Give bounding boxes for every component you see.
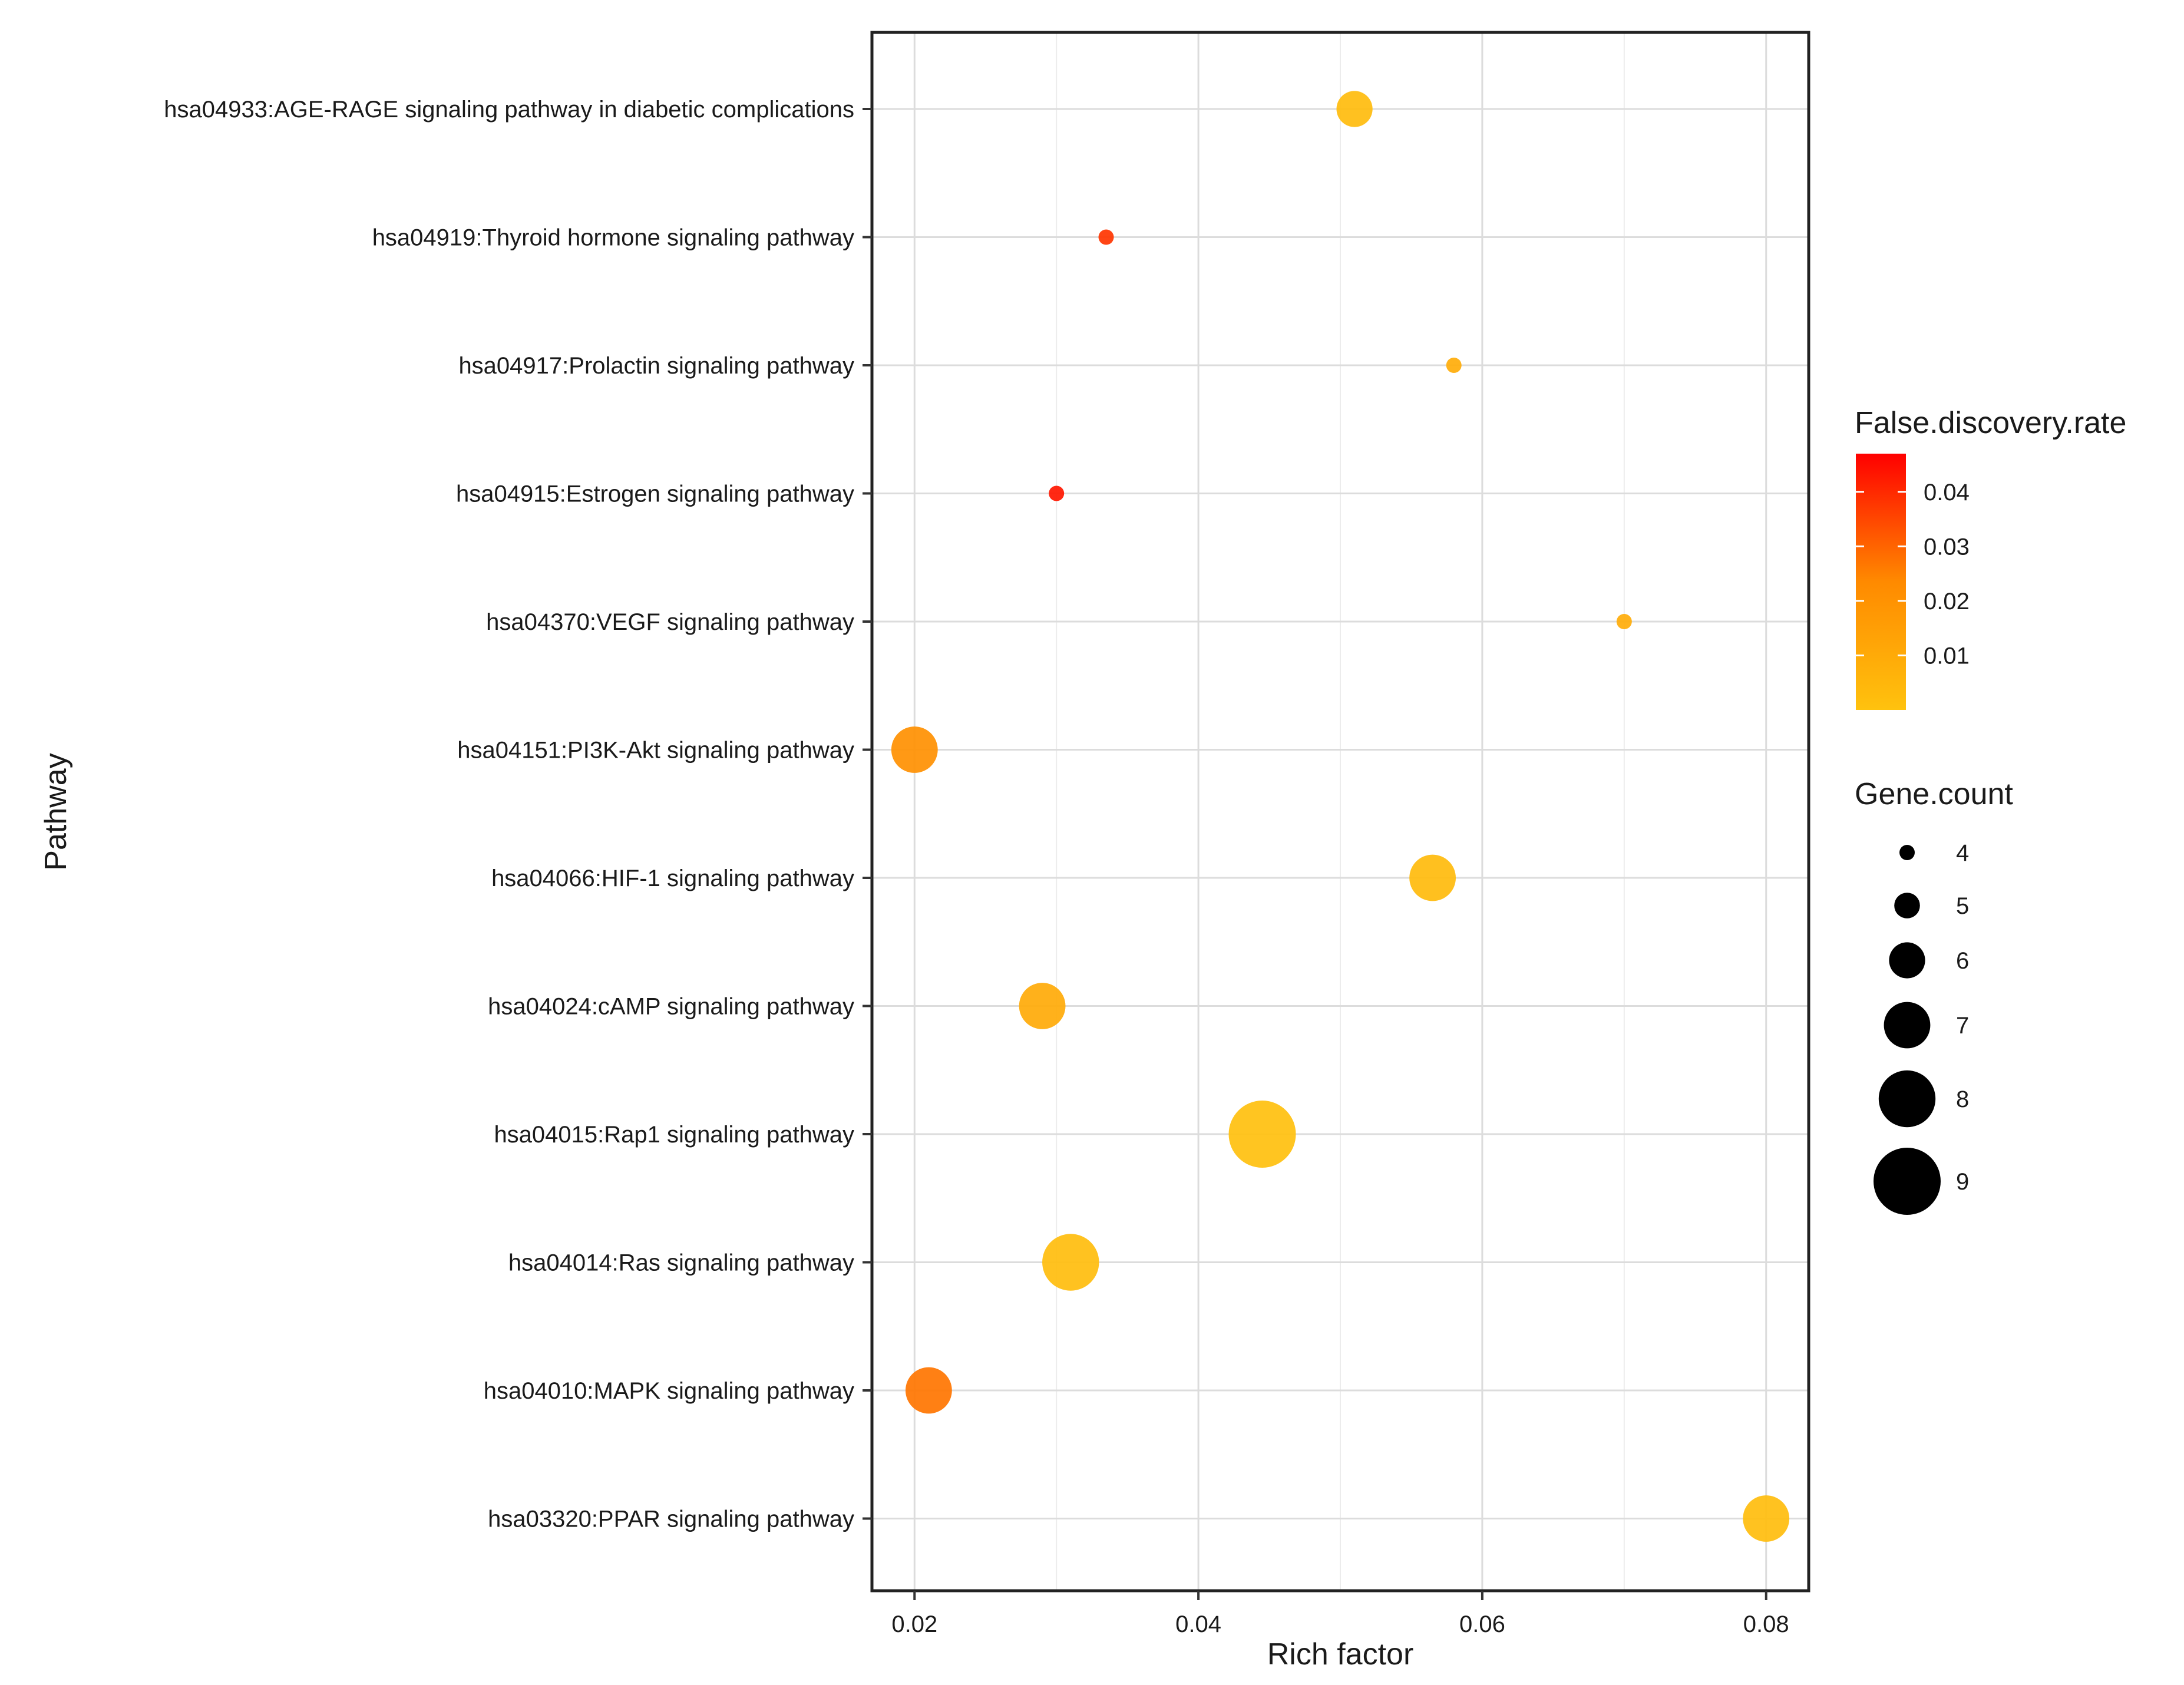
y-tick-label: hsa04024:cAMP signaling pathway (488, 994, 854, 1020)
x-tick-label: 0.02 (891, 1611, 937, 1637)
data-point (1336, 91, 1373, 127)
size-key-circle (1878, 1070, 1936, 1128)
grid-layer (872, 32, 1809, 1591)
data-point (1228, 1101, 1296, 1168)
fdr-tick-label: 0.04 (1924, 480, 1970, 506)
size-key-circle (1889, 942, 1925, 979)
fdr-tick-label: 0.01 (1924, 643, 1970, 669)
fdr-colorbar (1856, 454, 1906, 710)
y-tick-label: hsa04014:Ras signaling pathway (508, 1250, 854, 1276)
x-tick-label: 0.08 (1743, 1611, 1789, 1637)
data-point (891, 726, 938, 773)
size-key-circle (1884, 1002, 1931, 1049)
axis-layer: 0.02 0.04 0.06 0.08 hsa04933:AGE-RAGE signal… (164, 97, 1789, 1637)
size-key-circle (1874, 1148, 1941, 1215)
size-key-label: 8 (1956, 1086, 1969, 1112)
plot-panel-border (870, 31, 1810, 1593)
size-legend: Gene.count 4 5 6 7 8 9 (1855, 777, 2013, 1215)
fdr-tick-label: 0.02 (1924, 589, 1970, 614)
data-point (905, 1367, 952, 1414)
fdr-legend-title: False.discovery.rate (1855, 406, 2126, 440)
size-key-circle (1894, 893, 1920, 919)
y-tick-label: hsa03320:PPAR signaling pathway (488, 1506, 854, 1532)
fdr-tick-label: 0.03 (1924, 534, 1970, 560)
y-tick-label: hsa04066:HIF-1 signaling pathway (491, 865, 854, 891)
size-key-circle (1899, 845, 1915, 860)
y-tick-label: hsa04915:Estrogen signaling pathway (456, 481, 854, 507)
data-point (1019, 983, 1066, 1029)
y-axis-title: Pathway (39, 753, 73, 870)
y-tick-label: hsa04919:Thyroid hormone signaling pathw… (372, 225, 854, 251)
data-point (1409, 854, 1456, 901)
size-key-label: 7 (1956, 1013, 1969, 1039)
size-key-label: 4 (1956, 840, 1969, 866)
data-point (1446, 358, 1462, 373)
data-point (1098, 229, 1114, 245)
data-point (1616, 614, 1632, 629)
points-layer (891, 91, 1790, 1542)
y-tick-label: hsa04933:AGE-RAGE signaling pathway in d… (164, 97, 854, 123)
size-legend-title: Gene.count (1855, 777, 2013, 811)
data-point (1743, 1495, 1790, 1542)
y-tick-label: hsa04370:VEGF signaling pathway (486, 609, 854, 635)
y-tick-label: hsa04010:MAPK signaling pathway (484, 1378, 854, 1404)
x-axis-title: Rich factor (1267, 1637, 1414, 1671)
data-point (1042, 1234, 1099, 1291)
y-tick-label: hsa04151:PI3K-Akt signaling pathway (457, 738, 854, 764)
size-key-label: 9 (1956, 1169, 1969, 1195)
fdr-legend: False.discovery.rate 0.01 0.02 0.03 0.04 (1855, 406, 2126, 710)
x-tick-label: 0.04 (1175, 1611, 1221, 1637)
y-tick-label: hsa04917:Prolactin signaling pathway (458, 353, 854, 379)
y-tick-label: hsa04015:Rap1 signaling pathway (494, 1122, 854, 1148)
size-key-label: 6 (1956, 948, 1969, 974)
size-key-label: 5 (1956, 893, 1969, 919)
data-point (1049, 485, 1065, 501)
x-tick-label: 0.06 (1459, 1611, 1505, 1637)
